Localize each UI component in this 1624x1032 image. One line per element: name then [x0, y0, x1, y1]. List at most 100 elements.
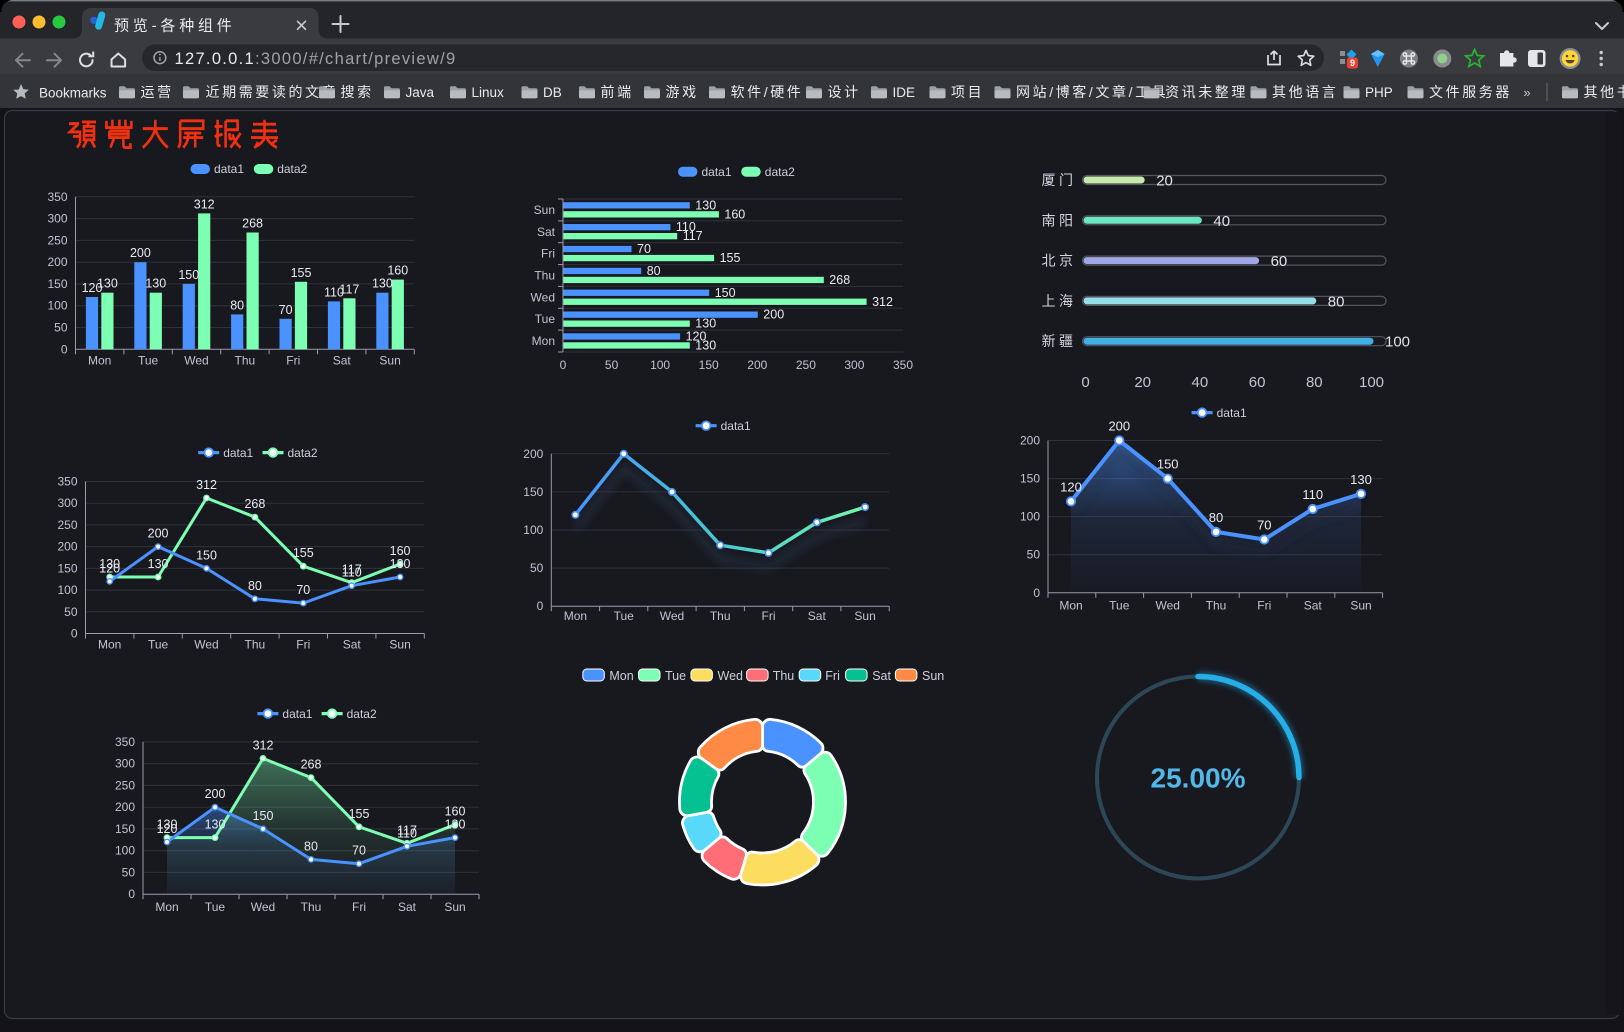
svg-text:data2: data2 — [347, 707, 377, 721]
svg-text:160: 160 — [445, 805, 466, 819]
svg-text:150: 150 — [47, 277, 67, 291]
svg-text:0: 0 — [1033, 586, 1040, 600]
svg-text:117: 117 — [683, 229, 703, 243]
svg-text:Wed: Wed — [718, 669, 744, 683]
svg-text:Thu: Thu — [301, 900, 322, 914]
svg-text:350: 350 — [47, 190, 67, 204]
svg-text:Fri: Fri — [825, 669, 840, 683]
svg-text:130: 130 — [695, 339, 716, 353]
svg-text:70: 70 — [1257, 518, 1271, 533]
svg-text:120: 120 — [157, 822, 178, 836]
svg-text:117: 117 — [339, 282, 359, 296]
svg-text:data2: data2 — [765, 165, 795, 179]
svg-text:前端: 前端 — [601, 84, 634, 100]
svg-text:北京: 北京 — [1042, 253, 1077, 269]
svg-text:其他书签: 其他书签 — [1584, 84, 1624, 100]
svg-text:200: 200 — [1108, 419, 1130, 434]
svg-text:Thu: Thu — [1206, 598, 1227, 612]
svg-text:Thu: Thu — [773, 669, 795, 683]
svg-text:130: 130 — [695, 198, 716, 212]
svg-text:110: 110 — [342, 566, 362, 580]
svg-text:IDE: IDE — [893, 85, 916, 100]
svg-text:Thu: Thu — [534, 269, 555, 283]
svg-text:150: 150 — [196, 548, 217, 562]
svg-text:data1: data1 — [1217, 406, 1247, 420]
svg-text:250: 250 — [47, 233, 67, 247]
svg-text:Sun: Sun — [922, 669, 944, 683]
svg-text:127.0.0.1:3000/#/chart/preview: 127.0.0.1:3000/#/chart/preview/9 — [175, 50, 457, 68]
svg-text:250: 250 — [796, 358, 816, 372]
svg-text:Fri: Fri — [296, 638, 310, 652]
svg-text:data1: data1 — [702, 165, 732, 179]
svg-text:Fri: Fri — [286, 353, 300, 367]
svg-text:300: 300 — [57, 496, 77, 510]
svg-text:DB: DB — [543, 85, 562, 100]
svg-text:Mon: Mon — [98, 638, 121, 652]
svg-text:50: 50 — [530, 561, 544, 575]
svg-text:350: 350 — [893, 358, 913, 372]
svg-text:350: 350 — [115, 735, 135, 749]
svg-text:80: 80 — [647, 264, 661, 278]
svg-text:Bookmarks: Bookmarks — [39, 86, 107, 101]
svg-text:40: 40 — [1213, 213, 1230, 230]
svg-text:Tue: Tue — [535, 312, 556, 326]
svg-text:项目: 项目 — [951, 84, 984, 100]
svg-text:Tue: Tue — [138, 353, 159, 367]
svg-text:70: 70 — [352, 844, 366, 858]
svg-text:50: 50 — [122, 865, 136, 879]
svg-text:150: 150 — [178, 268, 199, 282]
svg-text:60: 60 — [1271, 253, 1288, 270]
svg-text:»: » — [1523, 85, 1530, 100]
svg-text:Mon: Mon — [155, 900, 178, 914]
svg-text:Fri: Fri — [541, 247, 555, 261]
svg-text:250: 250 — [115, 778, 135, 792]
svg-text:data1: data1 — [214, 162, 244, 176]
svg-text:150: 150 — [253, 809, 274, 823]
svg-text:data2: data2 — [277, 162, 307, 176]
svg-text:200: 200 — [523, 447, 543, 461]
svg-text:40: 40 — [1192, 374, 1209, 391]
svg-text:268: 268 — [242, 217, 263, 231]
svg-text:200: 200 — [47, 255, 67, 269]
svg-text:Sun: Sun — [854, 609, 875, 623]
svg-text:0: 0 — [71, 627, 78, 641]
svg-text:Linux: Linux — [472, 85, 505, 100]
svg-text:软件/硬件: 软件/硬件 — [731, 84, 804, 100]
svg-text:新疆: 新疆 — [1042, 333, 1077, 349]
svg-text:70: 70 — [279, 303, 293, 317]
svg-text:资讯未整理: 资讯未整理 — [1165, 84, 1248, 100]
svg-text:300: 300 — [47, 212, 67, 226]
svg-text:120: 120 — [1060, 479, 1082, 494]
svg-text:PHP: PHP — [1365, 85, 1393, 100]
svg-text:200: 200 — [763, 308, 784, 322]
svg-text:150: 150 — [57, 561, 77, 575]
svg-text:Mon: Mon — [88, 353, 111, 367]
svg-text:运营: 运营 — [141, 84, 174, 100]
svg-text:80: 80 — [1209, 510, 1223, 525]
svg-text:Sun: Sun — [444, 900, 465, 914]
svg-text:游戏: 游戏 — [666, 84, 699, 100]
svg-text:100: 100 — [57, 583, 77, 597]
svg-text:268: 268 — [244, 497, 265, 511]
svg-text:Tue: Tue — [1109, 598, 1130, 612]
svg-text:上海: 上海 — [1042, 293, 1077, 309]
svg-text:130: 130 — [695, 317, 716, 331]
svg-text:Tue: Tue — [205, 900, 226, 914]
svg-text:Mon: Mon — [564, 609, 587, 623]
svg-text:100: 100 — [1020, 510, 1040, 524]
svg-text:100: 100 — [115, 844, 135, 858]
svg-text:80: 80 — [1306, 374, 1323, 391]
svg-text:130: 130 — [148, 557, 169, 571]
svg-text:200: 200 — [130, 246, 151, 260]
svg-text:268: 268 — [301, 758, 322, 772]
svg-text:80: 80 — [230, 298, 244, 312]
svg-text:文件服务器: 文件服务器 — [1429, 84, 1512, 100]
svg-text:200: 200 — [205, 787, 226, 801]
svg-text:200: 200 — [57, 540, 77, 554]
svg-text:data1: data1 — [721, 419, 751, 433]
svg-text:其他语言: 其他语言 — [1272, 84, 1338, 100]
svg-text:Wed: Wed — [251, 900, 275, 914]
svg-text:100: 100 — [650, 358, 670, 372]
svg-text:155: 155 — [349, 807, 370, 821]
svg-text:250: 250 — [57, 518, 77, 532]
